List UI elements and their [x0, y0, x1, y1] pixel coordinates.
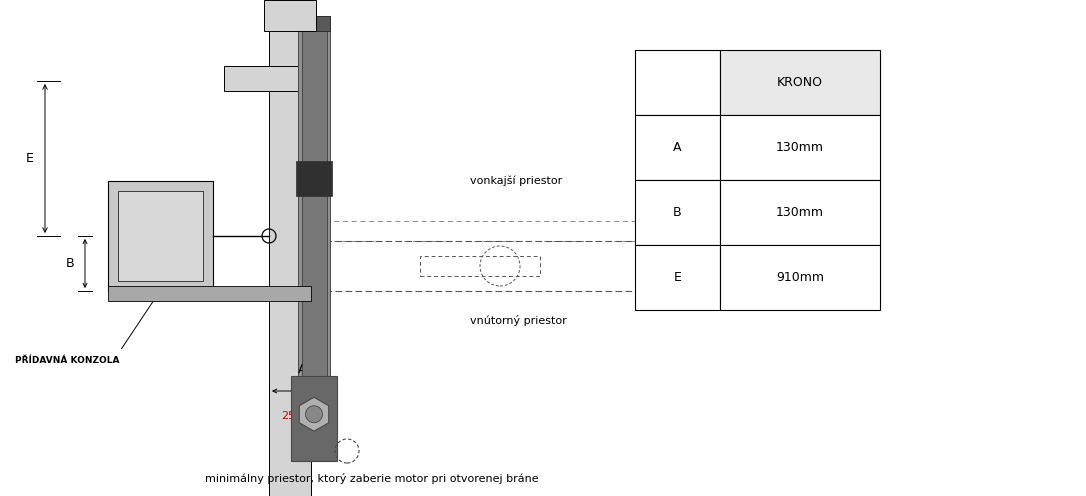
Circle shape — [305, 406, 323, 423]
Bar — [117, 191, 202, 281]
Text: A: A — [673, 141, 682, 154]
Text: vonkajší priestor: vonkajší priestor — [470, 176, 563, 186]
Text: 130mm: 130mm — [776, 206, 824, 219]
Text: E: E — [26, 152, 34, 165]
Text: B: B — [65, 257, 74, 270]
Text: 910mm: 910mm — [776, 271, 824, 284]
Bar — [298, 16, 330, 31]
Bar — [720, 115, 880, 180]
Text: B: B — [673, 206, 682, 219]
Bar — [224, 66, 311, 91]
Bar — [720, 50, 880, 115]
Text: PŘÍDAVNÁ KONZOLA: PŘÍDAVNÁ KONZOLA — [15, 356, 119, 365]
Text: vnútorný priestor: vnútorný priestor — [470, 315, 567, 326]
Bar — [420, 256, 540, 276]
Bar — [635, 180, 720, 245]
Bar — [264, 0, 316, 31]
Bar — [635, 245, 720, 310]
Text: 250mm: 250mm — [281, 411, 324, 421]
Bar — [298, 16, 330, 461]
Text: 130mm: 130mm — [776, 141, 824, 154]
Bar — [720, 180, 880, 245]
Bar — [635, 115, 720, 180]
Text: A: A — [299, 363, 306, 376]
Bar — [269, 0, 311, 496]
Text: KRONO: KRONO — [776, 76, 823, 89]
Bar — [296, 161, 332, 196]
Bar — [720, 245, 880, 310]
Bar — [635, 50, 720, 115]
Text: minimálny priestor, ktorý zaberie motor pri otvorenej bráne: minimálny priestor, ktorý zaberie motor … — [205, 473, 539, 484]
Bar — [302, 21, 327, 451]
Text: E: E — [673, 271, 681, 284]
Bar — [291, 376, 337, 461]
Bar — [108, 286, 311, 301]
Bar — [108, 181, 213, 291]
